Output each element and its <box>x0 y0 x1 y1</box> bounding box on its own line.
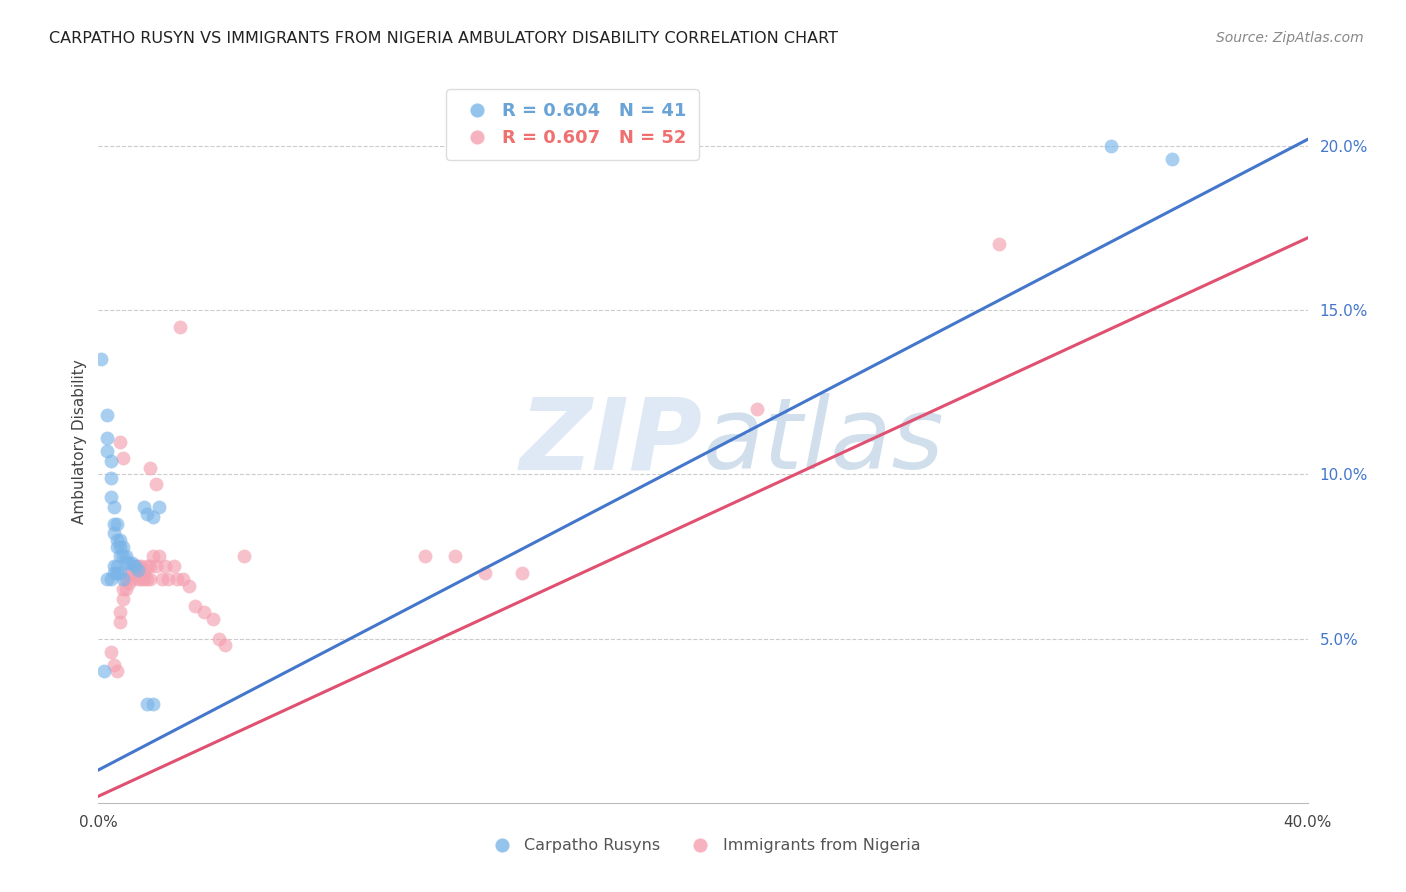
Point <box>108 540 131 554</box>
Point <box>105 559 128 574</box>
Point <box>145 559 167 574</box>
Point <box>114 556 136 570</box>
Point <box>100 454 122 468</box>
Text: CARPATHO RUSYN VS IMMIGRANTS FROM NIGERIA AMBULATORY DISABILITY CORRELATION CHAR: CARPATHO RUSYN VS IMMIGRANTS FROM NIGERI… <box>49 31 838 46</box>
Point <box>1160 152 1182 166</box>
Point <box>127 563 149 577</box>
Point <box>169 319 191 334</box>
Point <box>988 237 1011 252</box>
Point <box>111 582 134 597</box>
Point <box>184 599 207 613</box>
Point <box>96 573 118 587</box>
Point <box>142 510 165 524</box>
Point <box>96 431 118 445</box>
Point <box>100 573 122 587</box>
Point <box>150 573 173 587</box>
Point <box>132 500 155 515</box>
Point <box>108 549 131 564</box>
Point <box>114 582 136 597</box>
Point <box>132 573 155 587</box>
Point <box>114 549 136 564</box>
Point <box>172 573 194 587</box>
Point <box>124 559 146 574</box>
Point <box>139 573 162 587</box>
Point <box>111 573 134 587</box>
Point <box>166 573 188 587</box>
Point <box>444 549 467 564</box>
Point <box>139 559 162 574</box>
Point <box>127 559 149 574</box>
Point <box>135 559 157 574</box>
Point <box>139 460 162 475</box>
Point <box>202 612 225 626</box>
Point <box>132 566 155 580</box>
Point <box>148 500 170 515</box>
Text: atlas: atlas <box>703 393 945 490</box>
Point <box>118 556 141 570</box>
Point <box>105 516 128 531</box>
Point <box>108 566 131 580</box>
Point <box>118 566 141 580</box>
Point <box>135 573 157 587</box>
Point <box>111 450 134 465</box>
Text: Source: ZipAtlas.com: Source: ZipAtlas.com <box>1216 31 1364 45</box>
Point <box>124 559 146 574</box>
Point <box>90 352 112 367</box>
Point <box>103 526 125 541</box>
Point <box>100 470 122 484</box>
Point <box>103 657 125 672</box>
Point <box>142 698 165 712</box>
Point <box>111 549 134 564</box>
Point <box>153 559 176 574</box>
Point <box>135 698 157 712</box>
Point <box>156 573 179 587</box>
Point <box>124 566 146 580</box>
Point <box>105 566 128 580</box>
Point <box>214 638 236 652</box>
Legend: Carpatho Rusyns, Immigrants from Nigeria: Carpatho Rusyns, Immigrants from Nigeria <box>479 832 927 860</box>
Point <box>108 615 131 630</box>
Text: ZIP: ZIP <box>520 393 703 490</box>
Point <box>179 579 201 593</box>
Point <box>96 444 118 458</box>
Point <box>100 645 122 659</box>
Point <box>108 605 131 619</box>
Point <box>103 500 125 515</box>
Point <box>118 575 141 590</box>
Point <box>121 573 143 587</box>
Point <box>105 540 128 554</box>
Point <box>129 559 152 574</box>
Point <box>127 573 149 587</box>
Point <box>232 549 254 564</box>
Point <box>193 605 215 619</box>
Point <box>103 516 125 531</box>
Point <box>413 549 436 564</box>
Point <box>105 665 128 679</box>
Point <box>93 665 115 679</box>
Point <box>105 533 128 547</box>
Point <box>103 559 125 574</box>
Point <box>96 409 118 423</box>
Point <box>208 632 231 646</box>
Point <box>111 540 134 554</box>
Point <box>148 549 170 564</box>
Point <box>129 573 152 587</box>
Point <box>108 533 131 547</box>
Point <box>163 559 186 574</box>
Point <box>474 566 496 580</box>
Point <box>145 477 167 491</box>
Point <box>121 566 143 580</box>
Point <box>135 507 157 521</box>
Point <box>114 573 136 587</box>
Point <box>142 549 165 564</box>
Point <box>103 566 125 580</box>
Point <box>747 401 769 416</box>
Point <box>1099 139 1122 153</box>
Y-axis label: Ambulatory Disability: Ambulatory Disability <box>72 359 87 524</box>
Point <box>510 566 533 580</box>
Point <box>108 434 131 449</box>
Point <box>100 491 122 505</box>
Point <box>121 556 143 570</box>
Point <box>111 592 134 607</box>
